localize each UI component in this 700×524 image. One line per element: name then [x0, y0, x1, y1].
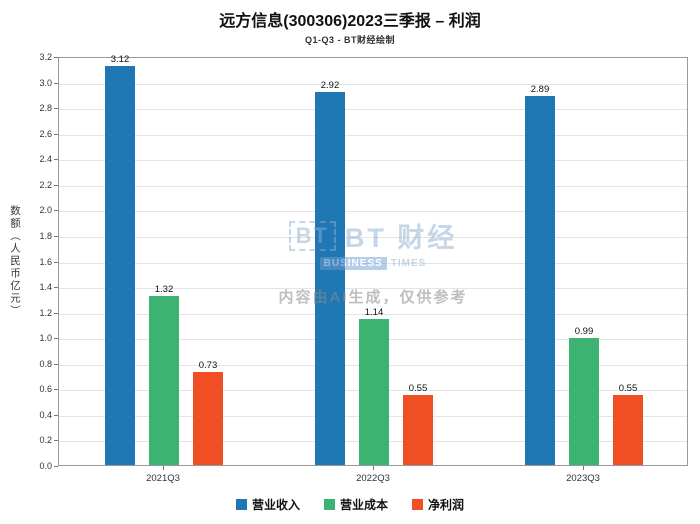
y-tick-mark — [54, 414, 58, 416]
legend-swatch — [323, 499, 335, 510]
legend-swatch — [235, 499, 247, 510]
y-axis-label: 数额（人民币亿元） — [9, 205, 21, 318]
bar-value-label: 3.12 — [110, 54, 130, 66]
y-tick-label: 1.8 — [39, 230, 52, 241]
bar-value-label: 0.99 — [574, 326, 594, 338]
legend: 营业收入 营业成本 净利润 — [0, 496, 700, 513]
y-tick-mark — [54, 338, 58, 340]
x-tick-label: 2021Q3 — [146, 473, 180, 484]
bar-value-label: 0.73 — [198, 359, 218, 371]
y-tick-mark — [54, 210, 58, 212]
legend-item-净利润: 净利润 — [412, 496, 464, 513]
gridline — [59, 83, 687, 85]
y-tick-label: 2.0 — [39, 205, 52, 216]
y-tick-label: 1.0 — [39, 333, 52, 344]
bar-营业成本-2021Q3 — [149, 296, 179, 465]
x-tick-mark — [373, 466, 374, 470]
y-tick-label: 0.2 — [39, 435, 52, 446]
chart-title: 远方信息(300306)2023三季报 – 利润 — [219, 13, 481, 30]
bar-净利润-2021Q3 — [193, 371, 223, 465]
y-tick-label: 2.8 — [39, 103, 52, 114]
y-tick-mark — [54, 159, 58, 161]
gridline — [59, 160, 687, 162]
y-tick-mark — [54, 312, 58, 314]
bar-净利润-2022Q3 — [403, 394, 433, 465]
chart-subtitle: Q1-Q3 - BT财经绘制 — [304, 35, 395, 45]
y-tick-label: 2.2 — [39, 179, 52, 190]
x-tick-label: 2023Q3 — [566, 473, 600, 484]
legend-label: 营业成本 — [339, 498, 388, 512]
y-tick-mark — [54, 440, 58, 442]
y-tick-mark — [54, 287, 58, 289]
y-tick-label: 2.6 — [39, 128, 52, 139]
legend-label: 净利润 — [428, 498, 465, 512]
bar-净利润-2023Q3 — [613, 394, 643, 465]
gridline — [59, 185, 687, 187]
x-tick-mark — [163, 466, 164, 470]
x-tick-label: 2022Q3 — [356, 473, 390, 484]
gridline — [59, 288, 687, 290]
y-tick-mark — [54, 389, 58, 391]
legend-label: 营业收入 — [251, 498, 300, 512]
legend-item-营业收入: 营业收入 — [235, 496, 300, 513]
gridline — [59, 134, 687, 136]
x-tick-mark — [583, 466, 584, 470]
bar-营业收入-2022Q3 — [315, 91, 345, 465]
bar-营业收入-2021Q3 — [105, 66, 135, 465]
y-tick-mark — [54, 184, 58, 186]
y-tick-label: 0.6 — [39, 384, 52, 395]
bar-value-label: 0.55 — [408, 382, 428, 394]
gridline — [59, 262, 687, 264]
bar-value-label: 1.14 — [364, 307, 384, 319]
y-tick-label: 1.2 — [39, 307, 52, 318]
gridline — [59, 109, 687, 111]
y-tick-mark — [54, 82, 58, 84]
bar-营业成本-2023Q3 — [569, 338, 599, 465]
bar-value-label: 2.92 — [320, 79, 340, 91]
y-tick-mark — [54, 108, 58, 110]
gridline — [59, 211, 687, 213]
bar-value-label: 0.55 — [618, 382, 638, 394]
legend-swatch — [412, 499, 423, 510]
y-tick-label: 2.4 — [39, 154, 52, 165]
y-tick-label: 1.6 — [39, 256, 52, 267]
y-tick-label: 3.2 — [39, 52, 52, 62]
y-tick-label: 1.4 — [39, 282, 52, 293]
gridline — [59, 236, 687, 238]
plot-area: 3.12 1.32 0.73 2.92 1.14 0.55 2.89 0.99 0.55 — [58, 54, 688, 466]
gridline — [59, 313, 687, 315]
bar-value-label: 1.32 — [154, 284, 174, 296]
y-tick-mark — [54, 133, 58, 135]
y-tick-label: 0.8 — [39, 358, 52, 369]
y-tick-mark — [54, 466, 58, 467]
bar-value-label: 2.89 — [530, 83, 550, 95]
y-tick-mark — [54, 57, 58, 58]
y-tick-mark — [54, 363, 58, 365]
legend-item-营业成本: 营业成本 — [323, 496, 388, 513]
bar-营业成本-2022Q3 — [359, 319, 389, 465]
y-tick-label: 0.0 — [39, 461, 52, 471]
bar-营业收入-2023Q3 — [525, 95, 555, 465]
y-tick-mark — [54, 235, 58, 237]
y-tick-label: 3.0 — [39, 77, 52, 88]
y-tick-mark — [54, 261, 58, 263]
y-tick-label: 0.4 — [39, 409, 52, 420]
